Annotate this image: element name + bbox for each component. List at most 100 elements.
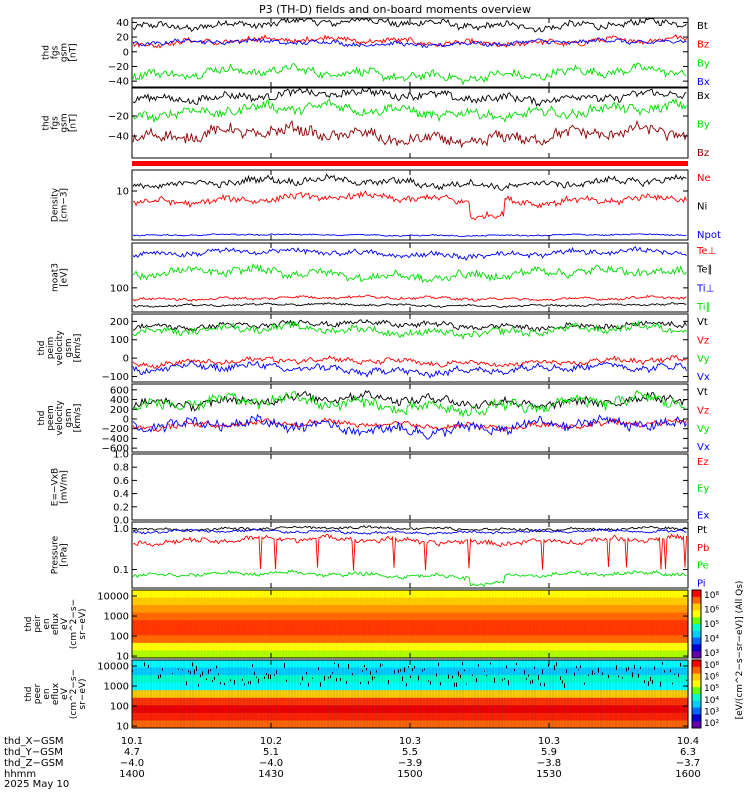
heat-texture	[549, 660, 551, 728]
heat-texture	[564, 590, 566, 658]
heat-texture	[240, 660, 242, 728]
xaxis-value: −4.0	[120, 758, 144, 769]
xaxis-value: −4.0	[259, 758, 283, 769]
heat-texture	[468, 590, 470, 658]
heat-texture	[336, 660, 338, 728]
heat-texture	[150, 660, 152, 728]
heat-texture	[411, 590, 413, 658]
y-tick-label: 0.6	[113, 476, 129, 487]
ylabel-line: peir	[33, 615, 43, 633]
y-tick-label: 100	[110, 632, 129, 643]
heat-speckle	[340, 678, 341, 681]
heat-texture	[627, 590, 629, 658]
heat-texture	[315, 590, 317, 658]
heat-texture	[204, 590, 206, 658]
heat-texture	[303, 590, 305, 658]
heat-texture	[678, 590, 680, 658]
heat-texture	[231, 660, 233, 728]
heat-texture	[333, 590, 335, 658]
heat-texture	[267, 590, 269, 658]
heat-speckle	[422, 669, 423, 672]
series-line	[132, 17, 687, 33]
heat-texture	[441, 660, 443, 728]
colorbar-tick-label: 10⁴	[704, 635, 719, 645]
heat-speckle	[640, 666, 641, 669]
heat-speckle	[230, 679, 231, 682]
series-line	[132, 294, 687, 302]
legend-entry: Bx	[697, 77, 710, 88]
heat-texture	[210, 590, 212, 658]
heat-texture	[291, 590, 293, 658]
heat-texture	[183, 660, 185, 728]
heat-texture	[456, 590, 458, 658]
heat-speckle	[632, 672, 633, 678]
heat-texture	[318, 660, 320, 728]
heat-texture	[546, 660, 548, 728]
heat-speckle	[540, 683, 541, 686]
heat-texture	[255, 590, 257, 658]
heat-texture	[153, 590, 155, 658]
heat-texture	[297, 590, 299, 658]
heat-texture	[276, 660, 278, 728]
series-line	[132, 527, 687, 536]
heat-texture	[414, 660, 416, 728]
heat-speckle	[408, 666, 409, 668]
heat-texture	[519, 660, 521, 728]
heat-speckle	[224, 682, 225, 686]
legend-entry: Ti⊥	[696, 283, 714, 294]
heat-speckle	[618, 675, 619, 678]
y-tick-label: 10000	[97, 662, 129, 673]
heat-speckle	[190, 671, 191, 675]
heat-speckle	[464, 669, 465, 672]
xaxis-value: 1400	[119, 769, 144, 780]
heat-texture	[423, 590, 425, 658]
heat-texture	[495, 660, 497, 728]
heat-texture	[171, 660, 173, 728]
heat-texture	[132, 660, 134, 728]
heat-texture	[219, 590, 221, 658]
y-tick-label: −20	[108, 112, 129, 123]
heat-texture	[492, 590, 494, 658]
heat-speckle	[360, 682, 361, 685]
colorbar-frame	[691, 659, 702, 729]
heat-texture	[246, 660, 248, 728]
heat-texture	[411, 660, 413, 728]
heat-speckle	[196, 665, 197, 671]
heat-speckle	[436, 673, 437, 677]
heat-speckle	[680, 662, 681, 667]
heat-speckle	[182, 669, 183, 671]
colorbar-segment	[692, 596, 701, 605]
heat-texture	[360, 590, 362, 658]
heat-texture	[534, 660, 536, 728]
heat-band	[132, 697, 688, 706]
heat-texture	[240, 590, 242, 658]
heat-texture	[681, 590, 683, 658]
heat-texture	[189, 590, 191, 658]
heat-texture	[159, 660, 161, 728]
panel-frame	[131, 313, 689, 383]
heat-texture	[555, 590, 557, 658]
x-axis-annotation: 2025 May 10 thd_X−GSM 10.1 10.2 10.3 10.3 10.…	[4, 736, 701, 790]
legend-entry: Pt	[697, 525, 707, 536]
heat-texture	[669, 660, 671, 728]
heat-texture	[597, 590, 599, 658]
heat-texture	[384, 590, 386, 658]
series-line	[132, 37, 687, 49]
heat-speckle	[544, 683, 545, 687]
series-line	[132, 302, 687, 309]
ylabel-line: [cm−3]	[60, 188, 70, 222]
heat-speckle	[302, 676, 303, 681]
heat-texture	[456, 660, 458, 728]
heat-texture	[276, 590, 278, 658]
panel-2: thdfgsgsm[nT] −20 −40 Bx By Bz	[42, 87, 710, 159]
ylabel-line: (cm^2−s−	[69, 669, 79, 719]
heat-texture	[363, 660, 365, 728]
ylabel-line: Pressure	[51, 535, 61, 574]
series-line	[132, 87, 687, 107]
ylabel-line: eflux	[51, 682, 61, 705]
heat-texture	[567, 660, 569, 728]
heat-texture	[330, 590, 332, 658]
ylabel-line: [mV/m]	[60, 470, 70, 504]
heat-texture	[387, 590, 389, 658]
heat-speckle	[686, 679, 687, 681]
